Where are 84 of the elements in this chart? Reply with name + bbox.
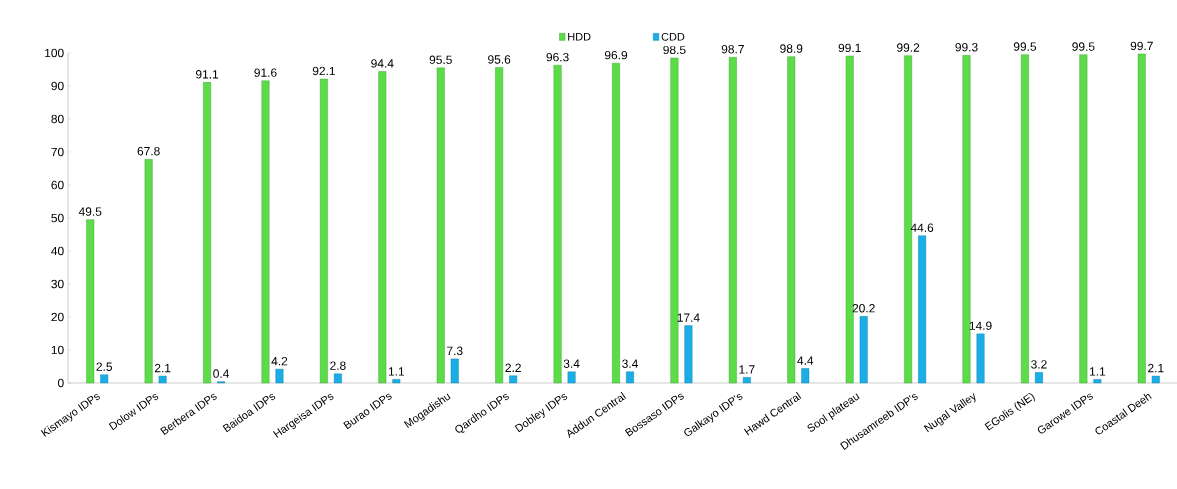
y-tick-label: 100	[45, 48, 64, 58]
bar	[684, 325, 693, 384]
bar	[275, 368, 284, 384]
data-label: 98.5	[663, 45, 686, 55]
data-label: 99.1	[838, 43, 861, 53]
bar	[319, 78, 328, 384]
y-tick-label: 60	[51, 180, 64, 190]
bar	[158, 375, 167, 384]
data-label: 3.4	[622, 359, 638, 368]
bar	[144, 159, 153, 384]
data-label: 96.3	[546, 52, 569, 62]
bar	[1093, 379, 1102, 384]
data-label: 2.5	[96, 362, 113, 371]
y-tick-label: 0	[57, 378, 64, 388]
data-label: 1.1	[1089, 367, 1106, 376]
data-label: 1.1	[388, 367, 405, 376]
bar	[787, 56, 796, 384]
data-label: 95.5	[429, 55, 452, 64]
data-label: 4.4	[797, 356, 814, 365]
data-label: 92.1	[312, 66, 335, 76]
bar	[1021, 54, 1029, 384]
data-label: 91.6	[254, 68, 277, 77]
data-label: 4.2	[271, 356, 288, 366]
data-label: 67.8	[137, 146, 160, 156]
data-label: 7.3	[447, 346, 463, 356]
y-tick-label: 20	[51, 312, 64, 322]
bar	[801, 368, 810, 384]
data-label: 99.5	[1013, 42, 1037, 51]
data-label: 1.7	[739, 365, 755, 374]
data-label: 3.2	[1031, 360, 1047, 369]
bar	[261, 80, 270, 384]
bar	[509, 375, 518, 384]
bar	[203, 82, 211, 384]
data-label: 2.1	[154, 363, 171, 373]
bar	[436, 67, 445, 384]
bar	[378, 71, 387, 384]
bar	[670, 57, 679, 384]
bar	[495, 67, 504, 384]
y-tick-label: 10	[51, 345, 64, 355]
y-tick-label: 90	[51, 81, 64, 91]
data-label: 99.2	[897, 43, 920, 52]
bar	[553, 65, 562, 384]
data-label: 99.5	[1072, 42, 1095, 51]
y-tick-label: 70	[51, 147, 64, 157]
bar	[392, 379, 401, 384]
bar	[1137, 53, 1146, 384]
data-label: 2.1	[1148, 363, 1164, 373]
data-label: 99.7	[1130, 41, 1153, 51]
bar	[962, 55, 971, 384]
data-label: 3.4	[563, 359, 580, 368]
bar	[1151, 375, 1160, 384]
legend-label: HDD	[568, 32, 591, 41]
bar	[450, 358, 459, 384]
data-label: 2.2	[505, 363, 521, 372]
bar	[728, 57, 737, 384]
data-label: 0.4	[213, 369, 230, 378]
y-tick-label: 30	[51, 279, 64, 289]
legend-label: CDD	[661, 32, 685, 41]
y-tick-label: 80	[51, 114, 64, 124]
data-label: 91.1	[195, 70, 219, 79]
bar	[100, 374, 109, 384]
y-tick-label: 50	[51, 213, 64, 223]
bar	[918, 235, 927, 384]
bar	[86, 219, 95, 384]
data-label: 98.9	[780, 44, 803, 53]
bar	[976, 333, 985, 384]
data-label: 98.7	[721, 44, 744, 54]
data-label: 95.6	[488, 55, 511, 64]
bar	[742, 377, 751, 384]
data-label: 14.9	[969, 321, 992, 330]
y-tick-label: 40	[51, 246, 64, 256]
data-label: 49.5	[78, 207, 102, 216]
bar	[1079, 54, 1088, 384]
data-label: 94.4	[371, 59, 394, 68]
bar	[333, 373, 342, 384]
data-label: 96.9	[604, 50, 628, 60]
bar	[567, 371, 576, 384]
bar	[859, 316, 868, 384]
bar	[845, 55, 854, 384]
data-label: 99.3	[955, 42, 978, 52]
bar	[612, 63, 620, 384]
data-label: 2.8	[330, 361, 346, 370]
bar	[1035, 372, 1043, 384]
bar	[626, 371, 634, 384]
